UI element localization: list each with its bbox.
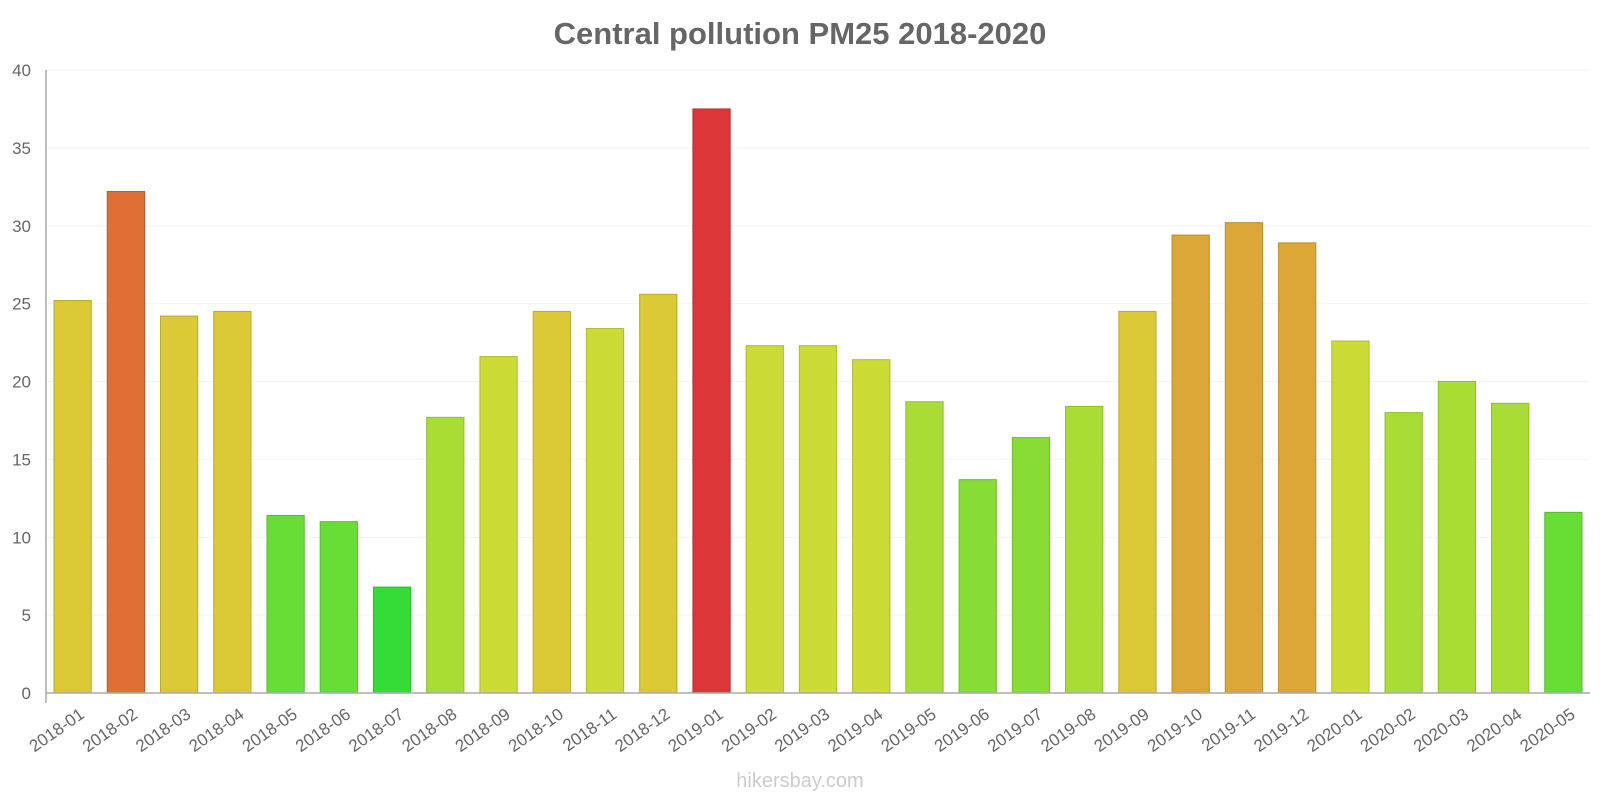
axes [45,70,1590,703]
y-tick-label: 0 [22,684,31,703]
chart-title: Central pollution PM25 2018-2020 [553,16,1047,51]
bar-2019-04 [852,359,891,694]
bar-2019-07 [1011,437,1051,694]
bar-2019-01 [692,108,731,694]
bar-2020-04 [1491,402,1530,694]
y-tick-label: 10 [12,528,31,547]
y-tick-label: 25 [12,295,31,314]
watermark: hikersbay.com [736,770,864,792]
x-tick-label: 2020-02 [1357,705,1419,756]
x-tick-label: 2018-07 [345,705,407,756]
bar-2018-12 [639,293,678,694]
x-tick-label: 2019-02 [718,705,780,756]
bar-2018-07 [372,586,412,694]
bar-2019-02 [745,345,784,694]
x-tick-label: 2020-04 [1463,705,1525,756]
x-tick-label: 2018-09 [452,705,514,756]
x-tick-label: 2018-12 [611,705,673,756]
x-tick-label: 2020-01 [1304,705,1366,756]
x-tick-label: 2019-08 [1037,705,1099,756]
bar-2020-01 [1331,340,1370,694]
bar-2018-08 [426,416,465,694]
x-tick-label: 2019-12 [1250,705,1312,756]
bar-2018-09 [479,356,518,694]
bar-2019-03 [798,345,838,694]
bar-2019-11 [1224,222,1264,694]
x-tick-label: 2019-01 [665,705,727,756]
bar-2019-06 [958,479,997,694]
y-tick-label: 35 [12,139,31,158]
x-tick-label: 2020-03 [1410,705,1472,756]
x-tick-label: 2018-08 [398,705,460,756]
x-tick-label: 2018-02 [79,705,141,756]
x-tick-label: 2018-03 [132,705,194,756]
y-tick-label: 5 [22,606,31,625]
y-tick-label: 15 [12,450,31,469]
x-tick-label: 2019-04 [824,705,886,756]
bar-2020-03 [1437,381,1477,694]
bar-2018-06 [319,521,358,694]
bar-2018-01 [53,300,92,694]
x-tick-label: 2019-10 [1144,705,1206,756]
y-tick-label: 40 [12,61,31,80]
bar-2018-05 [266,514,305,694]
bar-2018-03 [159,315,199,694]
x-tick-label: 2019-05 [878,705,940,756]
y-tick-labels: 0 5 10 15 20 25 30 35 40 [12,61,31,703]
bar-2019-05 [905,401,944,694]
bar-2019-08 [1065,405,1104,694]
bar-2019-10 [1171,234,1210,694]
x-tick-label: 2019-06 [931,705,993,756]
x-tick-label: 2018-04 [186,705,248,756]
bar-2019-12 [1278,242,1317,694]
x-tick-label: 2018-06 [292,705,354,756]
bar-2020-05 [1544,511,1583,694]
x-tick-label: 2019-07 [984,705,1046,756]
x-tick-label: 2018-11 [559,705,620,756]
bar-2020-02 [1384,412,1423,694]
bars [53,108,1583,694]
bar-2018-04 [213,310,252,694]
x-tick-label: 2019-09 [1091,705,1153,756]
bar-2019-09 [1118,310,1157,694]
x-tick-labels: 2018-012018-022018-032018-042018-052018-… [26,705,1579,756]
bar-2018-11 [585,328,625,694]
x-tick-label: 2018-10 [505,705,567,756]
bar-2018-10 [532,310,571,694]
x-tick-label: 2019-03 [771,705,833,756]
bar-2018-02 [106,190,145,694]
y-tick-label: 20 [12,373,31,392]
y-tick-label: 30 [12,217,31,236]
x-tick-label: 2019-11 [1198,705,1259,756]
x-tick-label: 2018-01 [26,705,88,756]
x-tick-label: 2020-05 [1517,705,1579,756]
x-tick-label: 2018-05 [239,705,301,756]
